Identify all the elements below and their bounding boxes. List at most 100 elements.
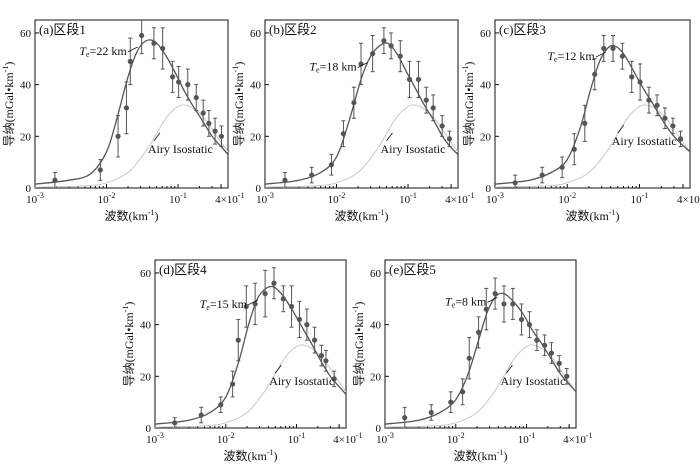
data-point — [423, 97, 429, 103]
airy-label: Airy Isostatic — [612, 134, 677, 148]
x-tick-label: 10-2 — [217, 431, 235, 446]
data-point — [670, 123, 676, 129]
airy-label: Airy Isostatic — [269, 374, 334, 388]
plot-frame — [154, 259, 347, 429]
x-tick-label: 4×10-1 — [215, 191, 244, 206]
y-axis-label-group: 导纳(mGal•km-1) — [231, 62, 246, 147]
data-point — [446, 136, 453, 142]
y-tick-label: 0 — [146, 423, 152, 435]
y-axis-label: 导纳(mGal•km-1) — [351, 302, 366, 387]
data-point — [52, 177, 58, 183]
te-model-curve — [385, 292, 576, 425]
plot-area — [265, 27, 458, 188]
data-point — [559, 164, 565, 170]
data-point — [235, 337, 241, 343]
x-axis-label: 波数(km-1) — [104, 208, 158, 223]
data-point — [115, 133, 121, 139]
data-point — [430, 105, 436, 111]
data-point — [323, 358, 329, 364]
x-tick-label: 10-2 — [447, 431, 465, 446]
y-tick-label: 40 — [250, 80, 262, 92]
y-tick-label: 60 — [20, 28, 32, 40]
y-tick-label: 40 — [140, 320, 152, 332]
data-point — [629, 74, 635, 80]
data-point — [172, 420, 178, 426]
data-point — [127, 58, 133, 64]
y-tick-label: 60 — [370, 268, 382, 280]
x-tick-label: 10-2 — [98, 191, 116, 206]
data-point — [340, 131, 347, 137]
data-point — [654, 102, 660, 108]
data-point — [218, 402, 224, 408]
data-point — [151, 40, 157, 46]
data-point — [406, 76, 413, 83]
airy-leader-line — [274, 364, 282, 374]
data-point — [510, 301, 516, 307]
data-point — [381, 38, 387, 44]
panel-title: (e)区段5 — [389, 262, 436, 277]
x-axis-label: 波数(km-1) — [334, 208, 388, 223]
data-point — [492, 291, 498, 297]
airy-leader-line — [506, 364, 513, 374]
x-tick-label: 4×10-1 — [563, 431, 592, 446]
plot-area — [35, 20, 228, 188]
panel-title: (c)区段3 — [499, 22, 546, 37]
plot-frame — [494, 19, 691, 189]
data-point — [288, 303, 295, 310]
data-point — [206, 120, 212, 126]
data-point — [243, 303, 249, 310]
data-point — [646, 97, 652, 103]
x-tick-label: 10-1 — [518, 431, 536, 446]
data-point — [139, 32, 145, 39]
data-point — [397, 53, 403, 59]
panel-2: 0 20 40 60 10-3 10-2 10-1 4×10-1 波数(km-1) 导纳(mGal… — [231, 19, 474, 223]
te-label: Te=18 km — [309, 60, 357, 75]
y-tick-label: 20 — [20, 131, 32, 143]
data-point — [439, 123, 445, 129]
data-point — [428, 409, 434, 416]
te-leader-line — [595, 51, 606, 58]
x-tick-label: 10-2 — [328, 191, 346, 206]
te-leader-line — [247, 299, 259, 306]
data-point — [198, 412, 204, 418]
data-point — [534, 337, 540, 343]
x-tick-label: 10-3 — [146, 431, 164, 446]
data-point — [331, 376, 337, 382]
te-leader-line — [487, 296, 498, 303]
data-point — [97, 167, 103, 173]
x-tick-label: 10-1 — [288, 431, 306, 446]
data-point — [185, 82, 191, 88]
data-point — [193, 94, 199, 101]
data-point — [483, 306, 489, 312]
te-leader-line — [127, 46, 138, 53]
data-point — [501, 301, 507, 307]
data-point — [200, 110, 206, 116]
data-point — [518, 316, 525, 323]
data-point — [662, 115, 668, 121]
airy-isostatic-curve — [385, 344, 576, 428]
te-model-curve — [495, 44, 690, 185]
data-point — [252, 301, 258, 307]
x-axis-label: 波数(km-1) — [565, 208, 619, 223]
y-tick-label: 60 — [140, 268, 152, 280]
panel-1: 0 20 40 60 10-3 10-2 10-1 4×10-1 波数(km-1) 导纳(mGal… — [1, 19, 244, 223]
data-point — [619, 53, 626, 59]
x-tick-label: 4×10-1 — [445, 191, 474, 206]
data-point — [475, 329, 482, 335]
data-point — [610, 45, 616, 52]
data-point — [212, 128, 218, 134]
y-axis-label: 导纳(mGal•km-1) — [461, 62, 476, 147]
panel-4: 0 20 40 60 10-3 10-2 10-1 4×10-1 波数(km-1) 导纳(mGal… — [121, 259, 363, 463]
data-point — [539, 172, 545, 178]
data-point — [282, 177, 288, 183]
x-tick-label: 10-3 — [376, 431, 394, 446]
y-tick-label: 40 — [370, 320, 382, 332]
data-point — [123, 105, 130, 111]
panel-5: 0 20 40 60 10-3 10-2 10-1 4×10-1 波数(km-1) 导纳(mGal… — [351, 259, 593, 463]
data-point — [160, 45, 166, 52]
data-point — [176, 79, 182, 85]
airy-isostatic-curve — [265, 104, 458, 188]
x-axis-label: 波数(km-1) — [453, 448, 507, 463]
y-tick-label: 60 — [250, 28, 262, 40]
